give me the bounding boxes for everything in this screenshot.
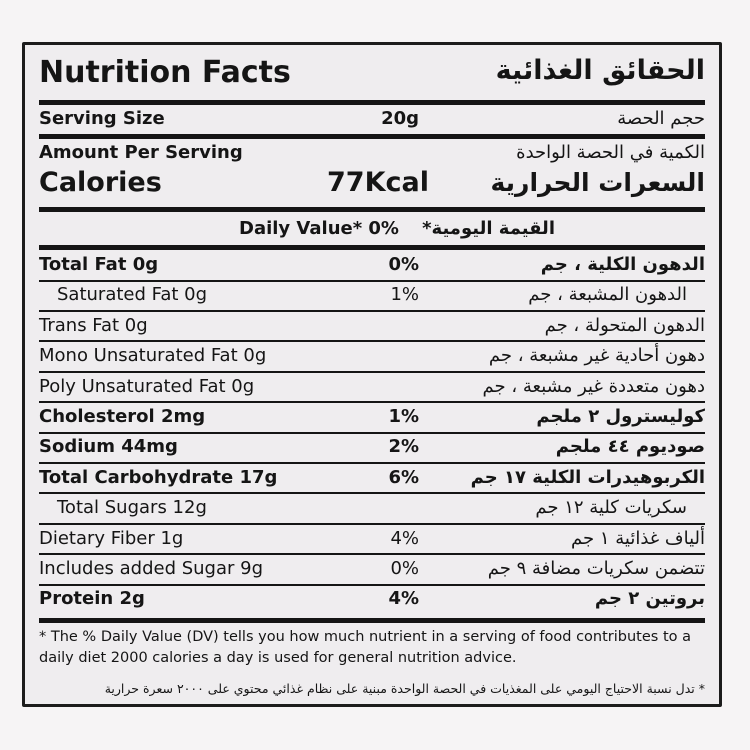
nutrient-name-ar: ألياف غذائية ١ جم	[571, 527, 705, 549]
nutrient-name: Total Fat 0g	[39, 254, 159, 275]
nutrient-row: Trans Fat 0g الدهون المتحولة ، جم	[39, 312, 705, 340]
row-divider	[39, 340, 705, 343]
row-divider	[39, 522, 705, 525]
row-divider	[39, 279, 705, 282]
footnote-english: * The % Daily Value (DV) tells you how m…	[39, 629, 691, 666]
nutrient-name-ar: بروتين ٢ جم	[594, 588, 705, 610]
nutrient-name: Cholesterol 2mg	[39, 406, 206, 427]
daily-value-label-ar: القيمة اليومية*	[422, 218, 555, 239]
nutrient-name: Includes added Sugar 9g	[39, 558, 264, 579]
nutrient-daily-value: 1%	[390, 284, 419, 306]
divider-thick	[39, 100, 705, 105]
nutrient-row: Sodium 44mg 2% صوديوم ٤٤ ملجم	[39, 433, 705, 461]
nutrient-row: Total Fat 0g 0% الدهون الكلية ، جم	[39, 251, 705, 279]
nutrient-name-ar: سكريات كلية ١٢ جم	[535, 497, 687, 519]
nutrient-name: Sodium 44mg	[39, 436, 178, 458]
title-row: Nutrition Facts الحقائق الغذائية	[39, 55, 705, 95]
nutrient-name: Saturated Fat 0g	[57, 284, 208, 306]
nutrient-daily-value: 1%	[388, 406, 419, 427]
serving-size-label: Serving Size	[39, 108, 165, 129]
amount-per-serving-label-ar: الكمية في الحصة الواحدة	[516, 142, 705, 163]
amount-per-serving-row: Amount Per Serving الكمية في الحصة الواح…	[39, 139, 705, 167]
nutrient-row: Protein 2g 4% بروتين ٢ جم	[39, 585, 705, 613]
nutrient-row: Saturated Fat 0g 1% الدهون المشبعة ، جم	[39, 281, 705, 309]
row-divider	[39, 370, 705, 373]
calories-label: Calories	[39, 167, 162, 198]
nutrition-facts-panel: Nutrition Facts الحقائق الغذائية Serving…	[22, 42, 722, 707]
divider-thick	[39, 207, 705, 212]
row-divider	[39, 583, 705, 586]
nutrient-daily-value: 0%	[388, 254, 419, 275]
calories-value: 77Kcal	[327, 167, 429, 198]
calories-label-ar: السعرات الحرارية	[490, 168, 706, 197]
nutrient-daily-value: 4%	[390, 527, 419, 549]
row-divider	[39, 461, 705, 464]
nutrient-name-ar: الكربوهيدرات الكلية ١٧ جم	[470, 466, 705, 488]
nutrient-name-ar: الدهون المشبعة ، جم	[528, 284, 687, 306]
nutrient-name-ar: الدهون الكلية ، جم	[540, 254, 705, 275]
calories-row: Calories 77Kcal السعرات الحرارية	[39, 165, 705, 201]
nutrient-name-ar: الدهون المتحولة ، جم	[544, 314, 705, 336]
nutrient-name-ar: صوديوم ٤٤ ملجم	[555, 436, 705, 458]
nutrient-name: Total Sugars 12g	[57, 497, 207, 519]
nutrient-row: Cholesterol 2mg 1% كوليسترول ٢ ملجم	[39, 403, 705, 431]
nutrient-row: Total Carbohydrate 17g 6% الكربوهيدرات الك…	[39, 464, 705, 492]
title-english: Nutrition Facts	[39, 55, 291, 90]
nutrient-row: Total Sugars 12g سكريات كلية ١٢ جم	[39, 494, 705, 522]
nutrient-name: Dietary Fiber 1g	[39, 527, 184, 549]
row-divider	[39, 492, 705, 495]
divider-thick	[39, 618, 705, 623]
daily-value-label: Daily Value* 0%	[239, 218, 399, 239]
nutrient-row: Mono Unsaturated Fat 0g دهون أحادية غير م…	[39, 342, 705, 370]
background-strip	[0, 0, 750, 30]
title-arabic: الحقائق الغذائية	[495, 55, 705, 86]
serving-size-label-ar: حجم الحصة	[617, 108, 705, 129]
serving-size-row: Serving Size 20g حجم الحصة	[39, 105, 705, 133]
nutrient-name: Total Carbohydrate 17g	[39, 466, 278, 488]
divider-thick	[39, 245, 705, 250]
nutrient-name: Trans Fat 0g	[39, 314, 148, 336]
row-divider	[39, 553, 705, 556]
row-divider	[39, 431, 705, 434]
nutrient-daily-value: 0%	[390, 558, 419, 579]
nutrient-name: Protein 2g	[39, 588, 145, 610]
nutrient-row: Includes added Sugar 9g 0% تتضمن سكريات مض…	[39, 555, 705, 583]
nutrient-name: Poly Unsaturated Fat 0g	[39, 375, 255, 397]
nutrient-daily-value: 2%	[388, 436, 419, 458]
row-divider	[39, 309, 705, 312]
nutrient-name: Mono Unsaturated Fat 0g	[39, 345, 267, 367]
nutrient-row: Poly Unsaturated Fat 0g دهون متعددة غير م…	[39, 373, 705, 401]
nutrient-row: Dietary Fiber 1g 4% ألياف غذائية ١ جم	[39, 525, 705, 553]
serving-size-value: 20g	[381, 108, 419, 129]
nutrient-daily-value: 6%	[388, 466, 419, 488]
amount-per-serving-label: Amount Per Serving	[39, 142, 243, 163]
row-divider	[39, 401, 705, 404]
footnote-arabic: * تدل نسبة الاحتياج اليومي على المغذيات …	[104, 681, 705, 696]
nutrient-daily-value: 4%	[388, 588, 419, 610]
nutrient-name-ar: دهون متعددة غير مشبعة ، جم	[482, 375, 705, 397]
daily-value-header: Daily Value* 0% القيمة اليومية*	[39, 215, 705, 243]
divider-thick	[39, 134, 705, 139]
nutrient-name-ar: دهون أحادية غير مشبعة ، جم	[488, 345, 705, 367]
nutrient-name-ar: تتضمن سكريات مضافة ٩ جم	[487, 558, 705, 579]
nutrient-name-ar: كوليسترول ٢ ملجم	[536, 406, 705, 427]
